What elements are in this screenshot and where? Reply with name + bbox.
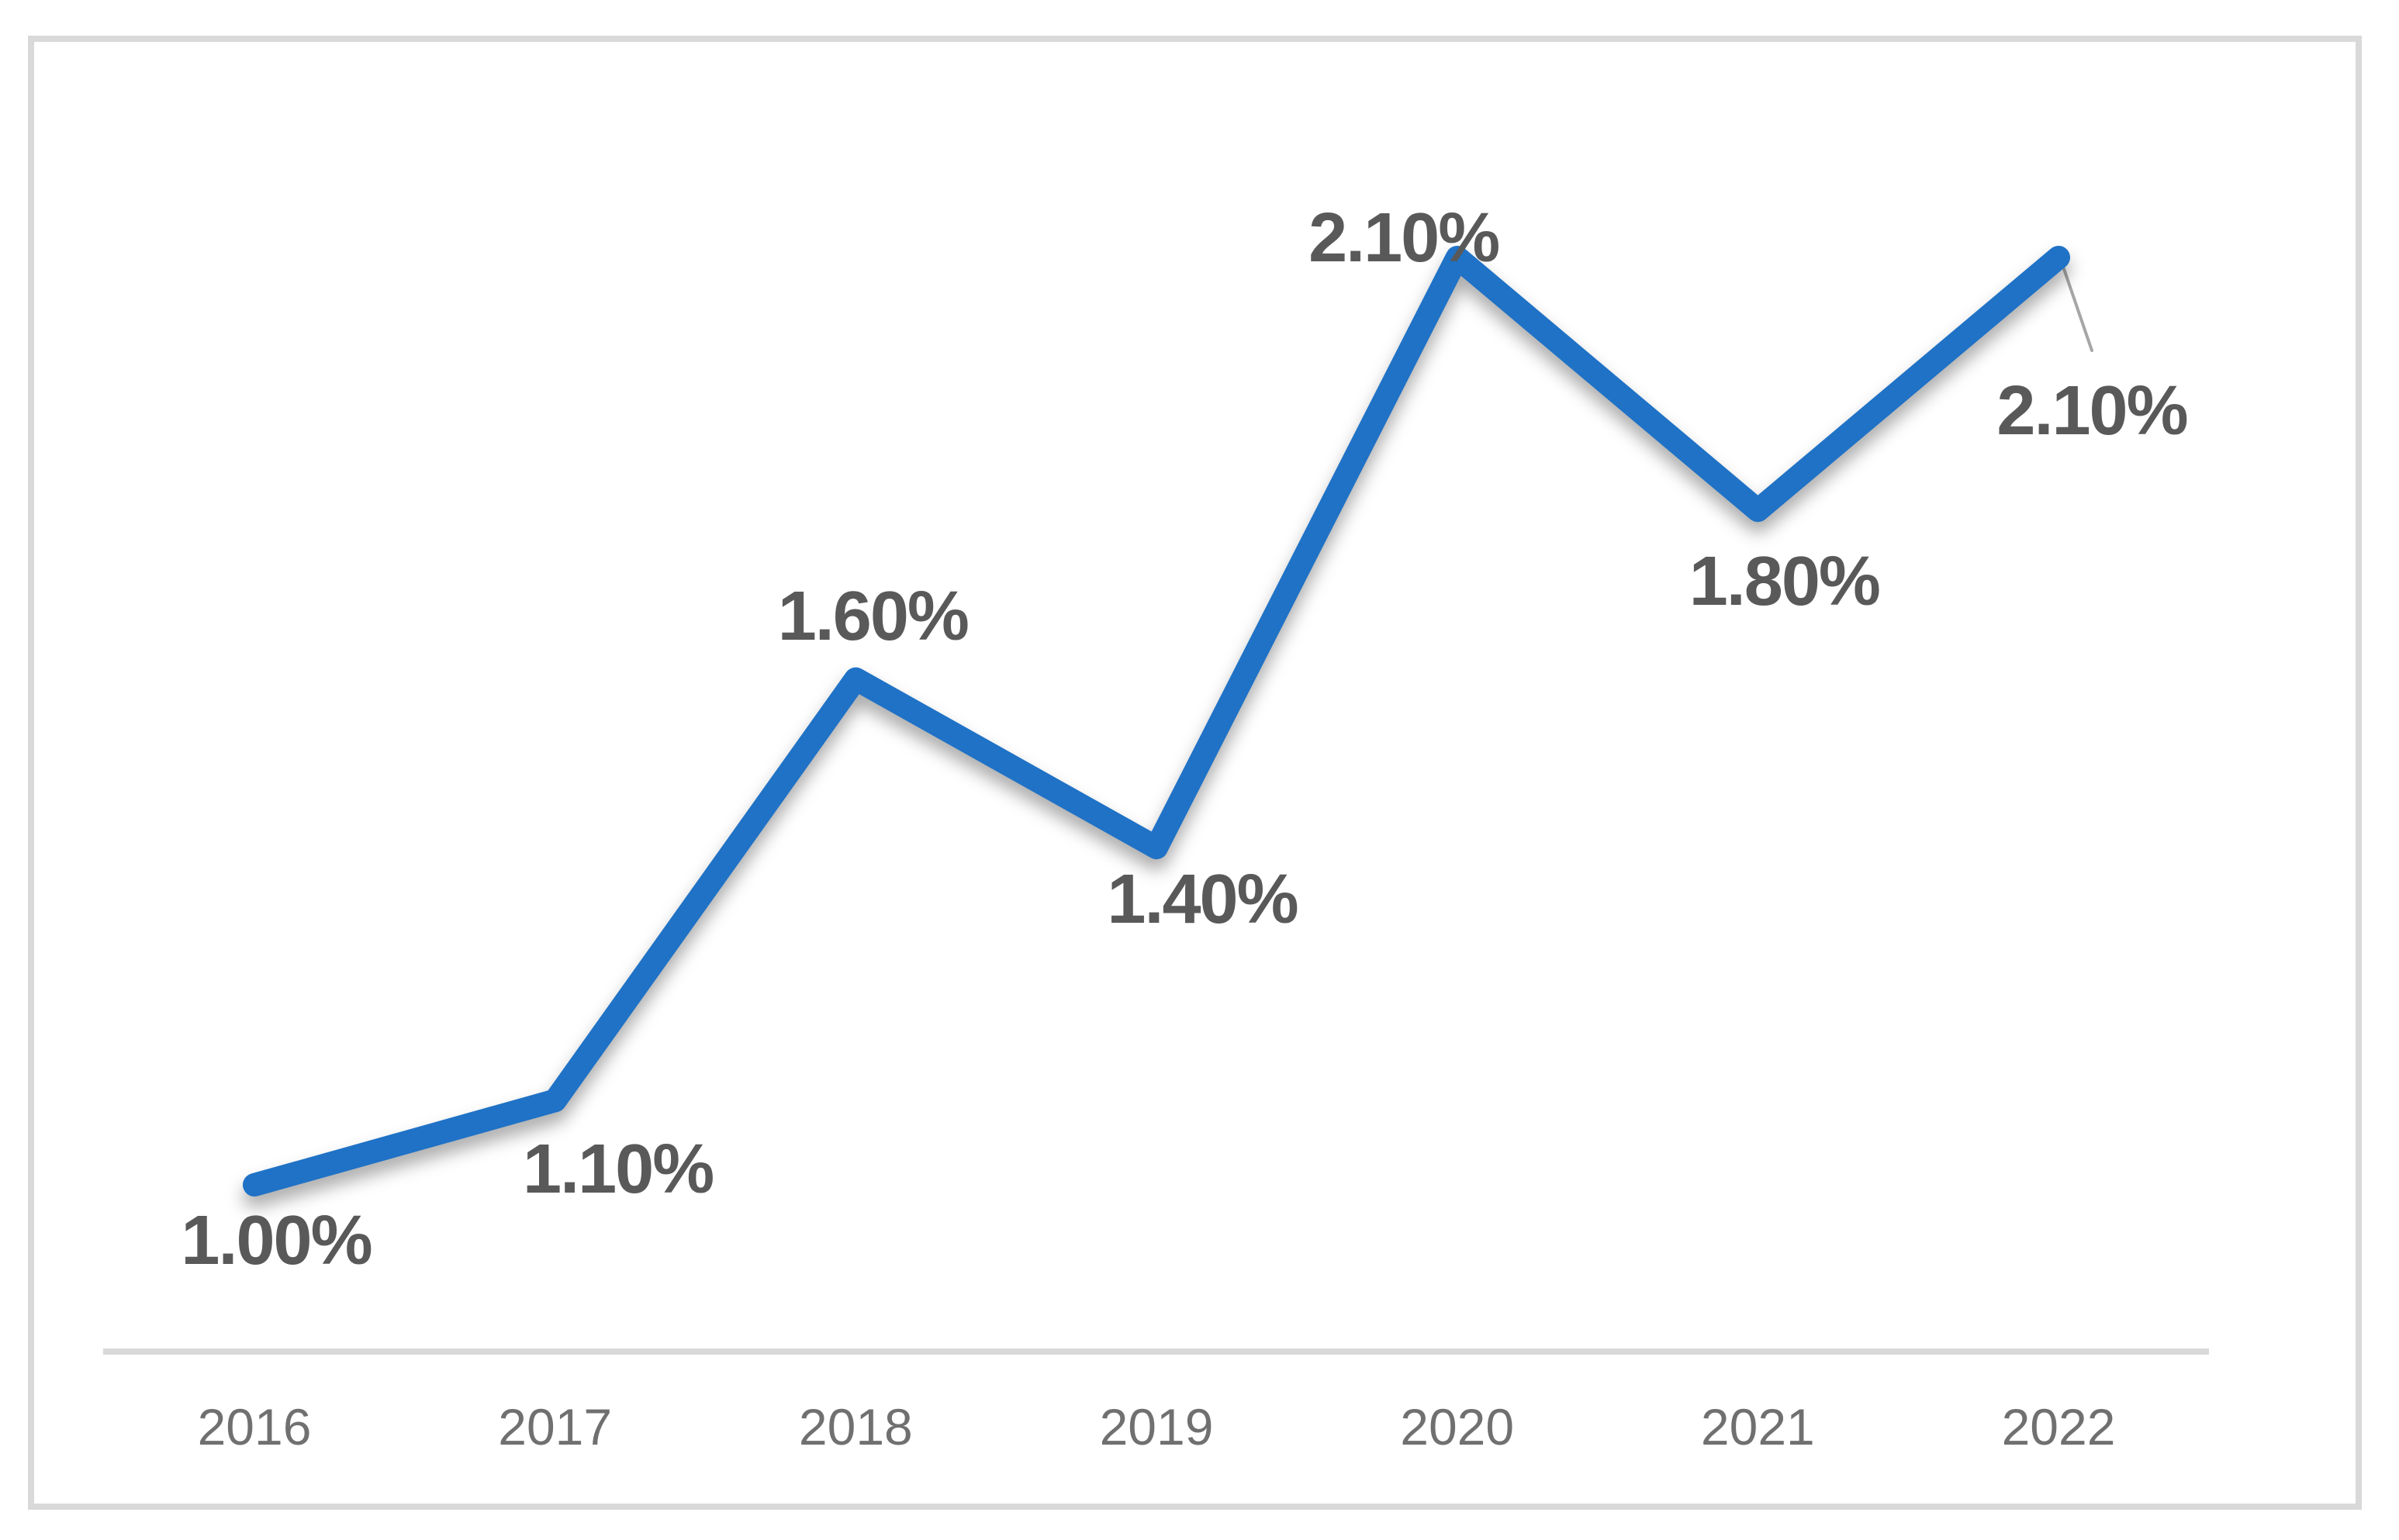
- data-label: 2.10%: [1308, 199, 1500, 277]
- data-label: 1.40%: [1107, 861, 1298, 939]
- data-label: 1.00%: [181, 1202, 372, 1279]
- data-series-group: [243, 246, 2070, 1196]
- x-axis-tick-label: 2021: [1700, 1398, 1815, 1455]
- data-label: 2.10%: [1996, 371, 2188, 450]
- x-axis-tick-label: 2017: [498, 1398, 613, 1455]
- x-axis-tick-label: 2019: [1099, 1398, 1214, 1455]
- data-label-leader-line: [2061, 263, 2093, 352]
- data-label: 1.80%: [1689, 543, 1881, 621]
- data-series-line: [243, 246, 2070, 1196]
- x-axis-tick-label: 2020: [1400, 1398, 1515, 1455]
- data-label: 1.60%: [777, 577, 970, 655]
- x-axis-tick-label: 2022: [2001, 1398, 2116, 1455]
- data-label: 1.10%: [523, 1131, 714, 1209]
- x-axis-tick-label: 2018: [798, 1398, 913, 1455]
- x-axis-tick-label: 2016: [197, 1398, 312, 1455]
